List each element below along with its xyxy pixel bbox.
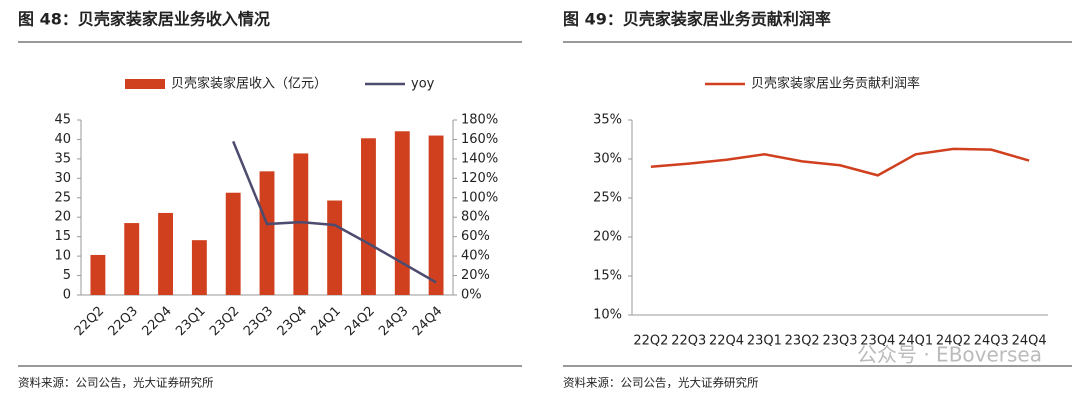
x-tick-label: 24Q1	[898, 334, 933, 349]
bar	[361, 138, 376, 295]
bar	[124, 223, 140, 295]
y-tick-label: 45	[54, 113, 71, 128]
legend-label: yoy	[411, 77, 435, 92]
x-tick-label: 24Q2	[342, 304, 377, 339]
x-tick-label: 23Q1	[747, 334, 782, 349]
x-tick-label: 22Q4	[139, 304, 174, 339]
bar	[225, 192, 241, 295]
y2-tick-label: 20%	[461, 268, 490, 283]
bar	[90, 254, 106, 295]
bar	[158, 212, 173, 295]
watermark: 公众号 · EBoversea	[857, 343, 1042, 367]
y-tick-label: 20	[54, 210, 71, 225]
y2-tick-label: 60%	[461, 229, 490, 244]
x-tick-label: 23Q2	[207, 304, 242, 339]
y-tick-label: 25%	[593, 191, 622, 206]
y2-tick-label: 120%	[461, 171, 498, 186]
chart-title: 图 48：贝壳家装家居业务收入情况	[18, 10, 270, 29]
x-tick-label: 24Q3	[376, 304, 411, 339]
y-tick-label: 15%	[593, 269, 622, 284]
x-tick-label: 23Q2	[785, 334, 820, 349]
y-tick-label: 35%	[593, 113, 622, 128]
y-tick-label: 20%	[593, 230, 622, 245]
y2-tick-label: 40%	[461, 249, 490, 264]
x-tick-label: 23Q4	[275, 304, 310, 339]
x-tick-label: 22Q4	[709, 334, 744, 349]
x-tick-label: 24Q1	[309, 304, 344, 339]
bar	[259, 171, 275, 295]
x-tick-label: 23Q4	[860, 334, 895, 349]
x-tick-label: 22Q3	[106, 304, 141, 339]
bar	[428, 135, 444, 295]
legend-swatch	[125, 79, 165, 89]
chart-title: 图 49：贝壳家装家居业务贡献利润率	[563, 10, 831, 29]
x-tick-label: 23Q3	[822, 334, 857, 349]
y-tick-label: 25	[54, 190, 71, 205]
y2-tick-label: 0%	[461, 288, 482, 303]
bar	[191, 240, 207, 295]
x-tick-label: 24Q4	[410, 304, 445, 339]
legend-label: 贝壳家装家居收入（亿元）	[171, 76, 327, 92]
y-tick-label: 15	[54, 229, 71, 244]
y-tick-label: 35	[54, 151, 71, 166]
x-tick-label: 24Q2	[936, 334, 971, 349]
y-tick-label: 10	[54, 249, 71, 264]
y-tick-label: 40	[54, 132, 71, 147]
y-tick-label: 30%	[593, 152, 622, 167]
line-series	[650, 147, 1030, 177]
y2-tick-label: 100%	[461, 190, 498, 205]
y-tick-label: 30	[54, 171, 71, 186]
y2-tick-label: 180%	[461, 113, 498, 128]
x-tick-label: 24Q4	[1012, 334, 1047, 349]
y2-tick-label: 140%	[461, 151, 498, 166]
x-tick-label: 23Q3	[241, 304, 276, 339]
bar	[293, 153, 309, 295]
source-note: 资料来源：公司公告，光大证券研究所	[563, 376, 759, 390]
line-series	[232, 140, 437, 284]
y-tick-label: 10%	[593, 308, 622, 323]
x-tick-label: 23Q1	[173, 304, 208, 339]
x-tick-label: 22Q2	[72, 304, 107, 339]
x-tick-label: 22Q3	[671, 334, 706, 349]
bar	[327, 200, 343, 295]
x-tick-label: 24Q3	[974, 334, 1009, 349]
y-tick-label: 5	[63, 268, 71, 283]
y2-tick-label: 80%	[461, 210, 490, 225]
x-tick-label: 22Q2	[633, 334, 668, 349]
y-tick-label: 0	[63, 288, 71, 303]
legend-label: 贝壳家装家居业务贡献利润率	[751, 76, 920, 92]
bar	[394, 131, 410, 295]
y2-tick-label: 160%	[461, 132, 498, 147]
source-note: 资料来源：公司公告，光大证券研究所	[18, 376, 214, 390]
